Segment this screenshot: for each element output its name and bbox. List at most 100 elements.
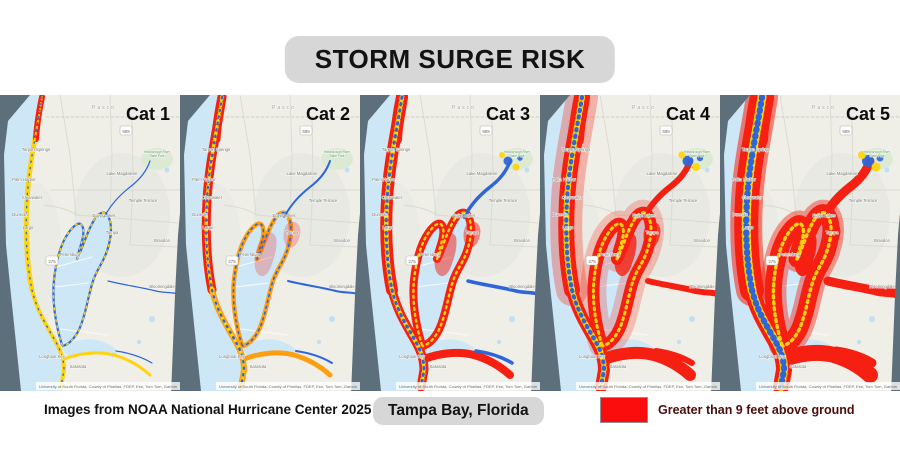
place-label: Longboat Key (759, 354, 786, 359)
place-label: Egypt Lakes (632, 213, 655, 218)
place-label: Hillsborough River State Park (504, 150, 531, 158)
place-label: Largo (23, 225, 34, 230)
deep-water-edge (540, 95, 570, 391)
road-shield-icon (299, 125, 313, 136)
legend-label: Greater than 9 feet above ground (658, 403, 855, 417)
place-label: Brandon (874, 238, 891, 243)
place-label: Dunedin (192, 212, 208, 217)
place-label: Palm Harbor (552, 177, 576, 182)
place-label: Clearwater (22, 195, 43, 200)
place-label: Pasco (452, 105, 476, 111)
place-label: Dunedin (732, 212, 748, 217)
place-label: Lake Magdalene (827, 171, 859, 176)
deep-water-edge (180, 95, 210, 391)
place-label: Dunedin (12, 212, 28, 217)
place-label: Longboat Key (579, 354, 606, 359)
place-label: Bloomingdale (329, 284, 355, 289)
svg-text:275: 275 (228, 259, 236, 264)
place-label: Bloomingdale (689, 284, 715, 289)
place-label: Tampa (286, 230, 299, 235)
place-label: Brandon (694, 238, 711, 243)
svg-text:589: 589 (662, 129, 670, 134)
place-label: Palm Harbor (372, 177, 396, 182)
place-label: Petersburg (420, 252, 441, 257)
storm-surge-map: Pasco Tarpon Springs Palm Harbor Clearwater… (180, 95, 360, 391)
place-label: Pasco (92, 105, 116, 111)
place-label: Palm Harbor (732, 177, 756, 182)
place-label: Dunedin (372, 212, 388, 217)
deep-water-edge (171, 213, 180, 391)
deep-water-edge (891, 213, 900, 391)
map-panel-cat-1: Pasco Tarpon Springs Palm Harbor Clearwater… (0, 95, 180, 391)
place-label: Egypt Lakes (452, 213, 475, 218)
category-label: Cat 1 (126, 104, 170, 124)
place-label: Petersburg (780, 252, 801, 257)
road-shield-icon (765, 255, 779, 266)
place-label: Lake Magdalene (647, 171, 679, 176)
place-label: Lake Magdalene (107, 171, 139, 176)
place-label: Hillsborough River State Park (144, 150, 171, 158)
place-label: Brandon (334, 238, 351, 243)
svg-text:275: 275 (48, 259, 56, 264)
place-label: Sarasota (790, 364, 807, 369)
place-label: Tarpon Springs (22, 147, 50, 152)
place-label: Brandon (154, 238, 171, 243)
svg-text:589: 589 (122, 129, 130, 134)
svg-text:589: 589 (482, 129, 490, 134)
road-shield-icon (45, 255, 59, 266)
category-label: Cat 3 (486, 104, 530, 124)
place-label: Bloomingdale (869, 284, 895, 289)
place-label: Largo (383, 225, 394, 230)
place-label: Pasco (812, 105, 836, 111)
place-label: Largo (743, 225, 754, 230)
place-label: Sarasota (610, 364, 627, 369)
place-label: Clearwater (562, 195, 583, 200)
category-label: Cat 4 (666, 104, 710, 124)
place-label: Sarasota (250, 364, 267, 369)
svg-text:275: 275 (408, 259, 416, 264)
place-label: Tarpon Springs (382, 147, 410, 152)
place-label: Tarpon Springs (562, 147, 590, 152)
place-label: Longboat Key (399, 354, 426, 359)
deep-water-edge (360, 95, 390, 391)
road-shield-icon (479, 125, 493, 136)
place-label: Bloomingdale (149, 284, 175, 289)
place-label: Dunedin (552, 212, 568, 217)
place-label: Egypt Lakes (812, 213, 835, 218)
place-label: Palm Harbor (192, 177, 216, 182)
place-label: Brandon (514, 238, 531, 243)
place-label: Sarasota (70, 364, 87, 369)
storm-surge-map: Pasco Tarpon Springs Palm Harbor Clearwater… (720, 95, 900, 391)
page-title: STORM SURGE RISK (284, 36, 616, 83)
place-label: Egypt Lakes (272, 213, 295, 218)
place-label: Egypt Lakes (92, 213, 115, 218)
map-attribution: University of South Florida, County of P… (39, 385, 177, 389)
place-label: Temple Terrace (849, 198, 878, 203)
place-label: Petersburg (600, 252, 621, 257)
place-label: Clearwater (382, 195, 403, 200)
place-label: Longboat Key (39, 354, 66, 359)
location-label: Tampa Bay, Florida (373, 397, 544, 425)
map-attribution: University of South Florida, County of P… (399, 385, 537, 389)
place-label: Largo (203, 225, 214, 230)
map-attribution: University of South Florida, County of P… (759, 385, 897, 389)
map-panel-cat-5: Pasco Tarpon Springs Palm Harbor Clearwater… (720, 95, 900, 391)
place-label: Palm Harbor (12, 177, 36, 182)
map-attribution: University of South Florida, County of P… (219, 385, 357, 389)
place-label: Longboat Key (219, 354, 246, 359)
road-shield-icon (405, 255, 419, 266)
place-label: Hillsborough River State Park (324, 150, 351, 158)
svg-text:275: 275 (768, 259, 776, 264)
place-label: Clearwater (742, 195, 763, 200)
road-shield-icon (839, 125, 853, 136)
map-panel-cat-4: Pasco Tarpon Springs Palm Harbor Clearwater… (540, 95, 720, 391)
deep-water-edge (351, 213, 360, 391)
place-label: Bloomingdale (509, 284, 535, 289)
category-label: Cat 2 (306, 104, 350, 124)
svg-text:589: 589 (302, 129, 310, 134)
svg-text:589: 589 (842, 129, 850, 134)
place-label: Lake Magdalene (287, 171, 319, 176)
map-panel-cat-3: Pasco Tarpon Springs Palm Harbor Clearwater… (360, 95, 540, 391)
page-title-text: STORM SURGE RISK (314, 44, 586, 74)
